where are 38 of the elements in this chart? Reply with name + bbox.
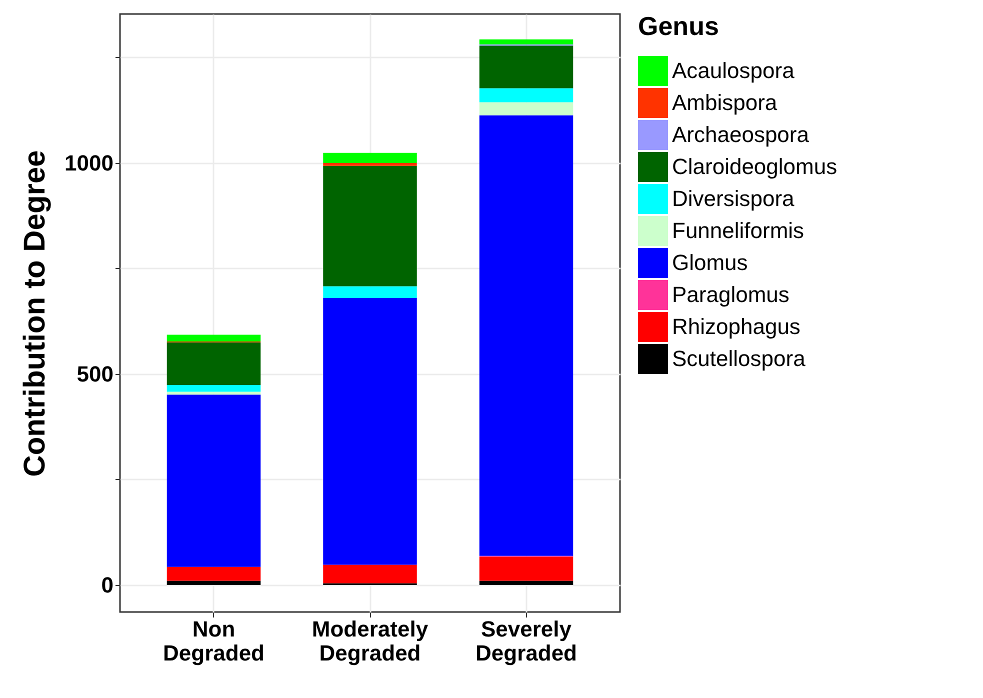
bar — [479, 580, 574, 585]
bar — [166, 580, 261, 585]
bar — [323, 298, 417, 565]
bar — [479, 39, 574, 44]
legend-label: Paraglomus — [672, 282, 790, 307]
bar — [166, 342, 261, 385]
bar — [166, 392, 261, 395]
legend-label: Glomus — [672, 250, 748, 275]
legend-label: Diversispora — [672, 186, 796, 211]
y-tick-label: 500 — [76, 361, 114, 386]
bar — [479, 556, 574, 581]
bar — [166, 566, 261, 581]
legend-label: Funneliformis — [672, 218, 804, 243]
y-axis-title: Contribution to Degree — [18, 150, 52, 477]
bar — [479, 88, 574, 102]
bar — [479, 102, 574, 116]
x-tick-label: Severely Degraded — [476, 616, 577, 666]
bar — [479, 115, 574, 556]
bar — [323, 162, 417, 166]
bar — [323, 152, 417, 163]
y-tick-label: 0 — [101, 572, 114, 598]
legend-label: Scutellospora — [672, 346, 806, 371]
x-tick-label: Moderately Degraded — [312, 616, 429, 666]
bar — [323, 564, 417, 584]
legend-label: Acaulospora — [672, 58, 796, 83]
legend-title: Genus — [638, 11, 719, 41]
bar — [166, 384, 261, 392]
x-tick-label: Non Degraded — [163, 616, 264, 666]
bar — [323, 286, 417, 298]
bar — [323, 166, 417, 286]
y-tick-label: 1000 — [64, 150, 114, 176]
bar — [479, 46, 574, 88]
legend-label: Claroideoglomus — [672, 154, 838, 179]
legend-label: Ambispora — [672, 90, 778, 115]
legend-label: Archaeospora — [672, 122, 810, 147]
bar — [166, 394, 261, 567]
bar — [166, 334, 261, 342]
legend-label: Rhizophagus — [672, 314, 800, 339]
